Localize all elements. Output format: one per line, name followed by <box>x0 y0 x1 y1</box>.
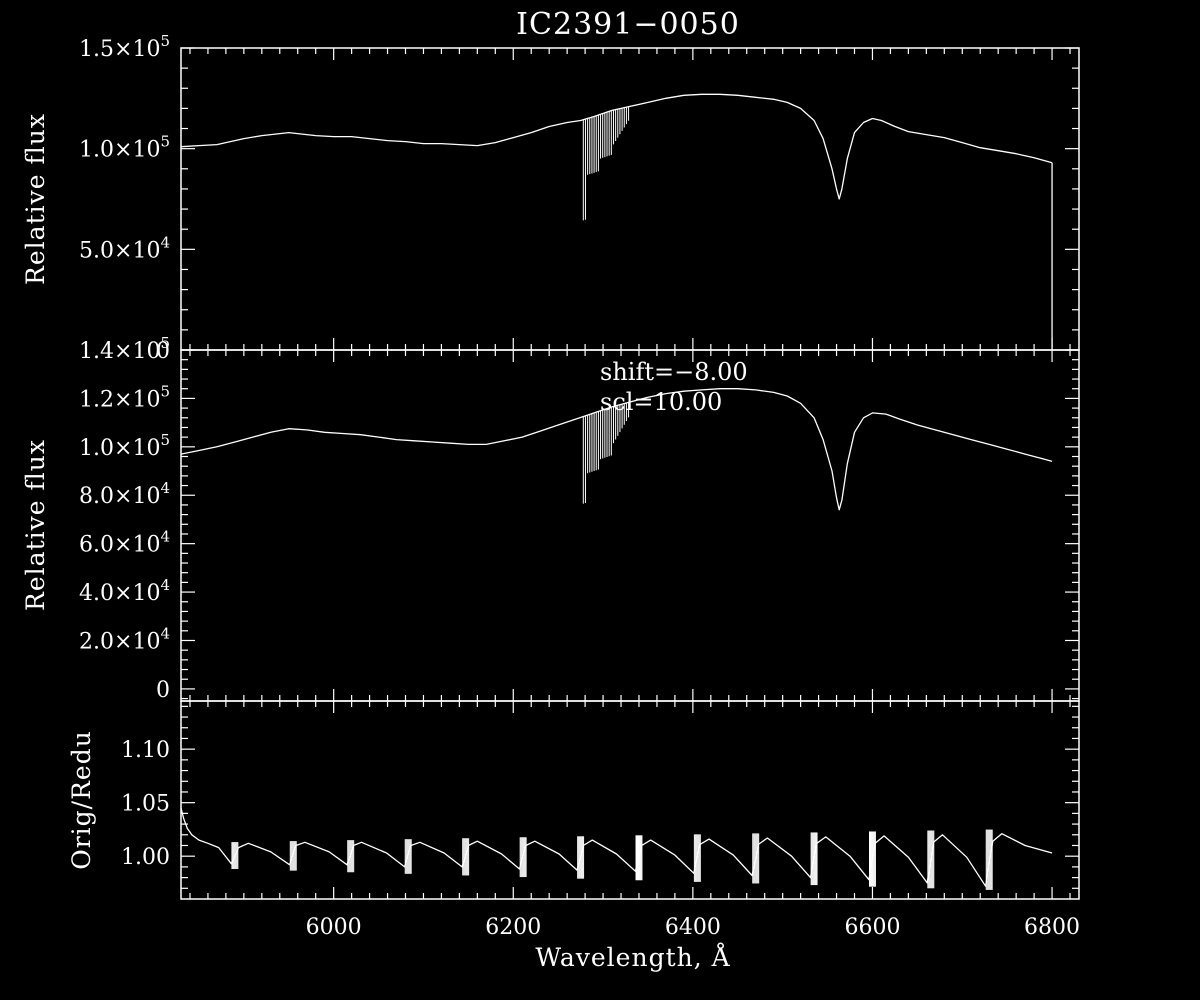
x-tick-label: 6800 <box>1024 915 1080 940</box>
middle-panel-series-line <box>180 388 1053 511</box>
x-axis-label: Wavelength, Å <box>535 942 730 972</box>
top-panel-series-line <box>180 93 1053 200</box>
x-tick-labels: 6000 6200 6400 6600 6800 <box>306 915 1080 940</box>
top-panel-ticks <box>181 47 1079 351</box>
y-tick-label: 1.00 <box>121 845 170 870</box>
y-tick-label: 6.0×104 <box>79 528 170 558</box>
y-tick-exponent: 5 <box>160 334 170 352</box>
bottom-panel-ticks <box>181 701 1079 899</box>
y-tick-label: 1.05 <box>121 792 170 817</box>
x-tick-label: 6200 <box>485 915 541 940</box>
y-tick-label: 8.0×104 <box>79 479 170 509</box>
bottom-panel: 1.001.051.10 Orig/Redu 6000 6200 6400 6600 6… <box>67 700 1080 972</box>
y-tick-label: 1.10 <box>121 738 170 763</box>
y-tick-label: 5.0×104 <box>79 233 170 263</box>
shift-annotation: shift=−8.00 <box>600 358 748 386</box>
middle-panel-ticks <box>181 349 1079 701</box>
y-tick-label: 1.5×105 <box>79 32 170 62</box>
x-tick-label: 6400 <box>665 915 721 940</box>
bottom-panel-series-line <box>180 807 1053 887</box>
top-panel-spectrum <box>180 93 1053 350</box>
top-panel-frame <box>180 47 1080 351</box>
top-panel-ytick-labels: 0 5.0×104 1.0×105 1.5×105 <box>79 32 170 364</box>
ratio-curve <box>180 807 1053 890</box>
y-tick-label: 4.0×104 <box>79 576 170 606</box>
y-tick-exponent: 5 <box>160 32 170 50</box>
figure-title: IC2391−0050 <box>516 7 740 42</box>
x-tick-label: 6000 <box>306 915 362 940</box>
y-tick-exponent: 5 <box>160 431 170 449</box>
y-tick-label: 0 <box>156 339 170 364</box>
bottom-panel-ylabel: Orig/Redu <box>67 730 96 870</box>
x-tick-label: 6600 <box>844 915 900 940</box>
middle-panel: 0 2.0×104 4.0×104 6.0×104 8.0×104 1.0×105 1.2×… <box>21 334 1080 703</box>
middle-panel-spectrum <box>180 388 1053 511</box>
middle-panel-ylabel: Relative flux <box>21 439 50 611</box>
y-tick-label: 2.0×104 <box>79 624 170 654</box>
y-tick-exponent: 4 <box>160 528 170 546</box>
y-tick-exponent: 4 <box>160 233 170 251</box>
y-tick-label: 1.2×105 <box>79 382 170 412</box>
scale-annotation: scl=10.00 <box>600 388 722 416</box>
y-tick-exponent: 4 <box>160 576 170 594</box>
y-tick-exponent: 5 <box>160 133 170 151</box>
bottom-panel-ytick-labels: 1.00 1.05 1.10 <box>121 738 170 870</box>
y-tick-label: 1.0×105 <box>79 431 170 461</box>
y-tick-label: 0 <box>156 678 170 703</box>
y-tick-exponent: 4 <box>160 479 170 497</box>
middle-panel-ytick-labels: 0 2.0×104 4.0×104 6.0×104 8.0×104 1.0×105 1.2×… <box>79 334 170 703</box>
y-tick-label: 1.4×105 <box>79 334 170 364</box>
y-tick-label: 1.0×105 <box>79 133 170 163</box>
y-tick-exponent: 4 <box>160 624 170 642</box>
bottom-panel-frame <box>180 700 1080 900</box>
top-panel-ylabel: Relative flux <box>21 113 50 285</box>
top-panel: 0 5.0×104 1.0×105 1.5×105 Relative flux <box>21 32 1080 364</box>
y-tick-exponent: 5 <box>160 382 170 400</box>
